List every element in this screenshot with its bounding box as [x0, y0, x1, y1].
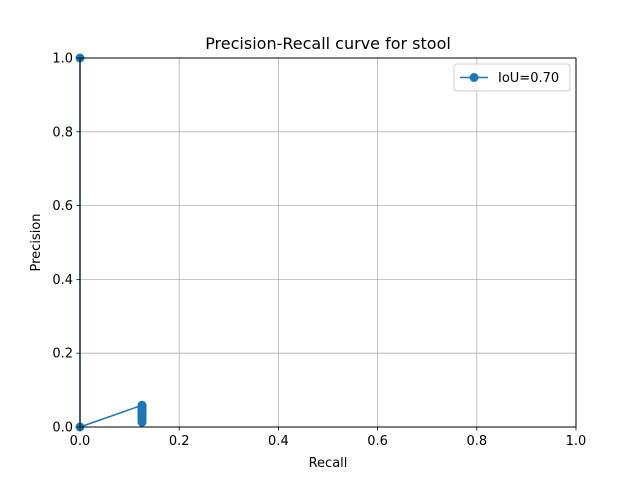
chart-title: Precision-Recall curve for stool	[205, 34, 451, 53]
y-tick-label: 1.0	[52, 52, 73, 67]
y-axis: 0.0 0.2 0.4 0.6 0.8 1.0	[52, 52, 80, 436]
legend: IoU=0.70	[453, 63, 571, 92]
legend-entry-label: IoU=0.70	[498, 71, 559, 86]
legend-box	[453, 63, 571, 92]
legend-marker-swatch	[469, 73, 479, 82]
gridlines	[79, 57, 577, 428]
y-tick-label: 0.0	[52, 421, 73, 436]
y-tick-label: 0.6	[52, 199, 73, 214]
x-axis-label: Recall	[309, 456, 348, 471]
y-axis-label: Precision	[29, 213, 44, 271]
y-tick-label: 0.2	[52, 347, 73, 362]
y-tick-label: 0.4	[52, 273, 73, 288]
x-axis: 0.0 0.2 0.4 0.6 0.8 1.0	[70, 427, 587, 449]
plot-area-frame	[79, 57, 577, 428]
x-tick-label: 0.8	[466, 434, 487, 449]
x-tick-label: 0.2	[169, 434, 190, 449]
y-tick-label: 0.8	[52, 125, 73, 140]
x-tick-label: 0.4	[268, 434, 289, 449]
series-group	[75, 53, 147, 432]
x-tick-label: 1.0	[566, 434, 587, 449]
x-tick-label: 0.6	[367, 434, 388, 449]
x-tick-label: 0.0	[70, 434, 91, 449]
data-point	[137, 417, 147, 427]
